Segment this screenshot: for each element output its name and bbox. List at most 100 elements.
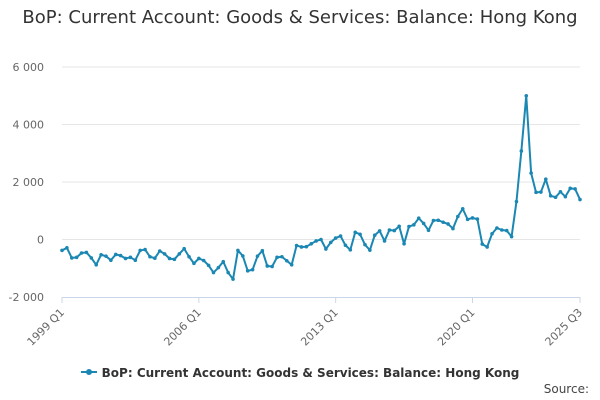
- data-point: [519, 149, 524, 153]
- x-tick-label: 2013 Q1: [298, 306, 341, 349]
- data-point: [206, 263, 211, 268]
- data-point: [460, 206, 465, 211]
- data-point: [539, 190, 543, 194]
- data-point: [89, 256, 94, 260]
- y-axis-labels: -2 000 0 2 000 4 000 6 000: [9, 61, 44, 304]
- data-point: [289, 263, 294, 267]
- data-point: [402, 242, 406, 246]
- data-point: [197, 256, 201, 261]
- data-point: [431, 218, 436, 223]
- y-tick-label: 0: [37, 234, 44, 247]
- y-tick-label: 2 000: [13, 176, 45, 189]
- x-axis-labels: 1999 Q1 2006 Q1 2013 Q1 2020 Q1 2025 Q3: [25, 306, 586, 349]
- data-point: [514, 199, 519, 204]
- data-point: [245, 269, 250, 273]
- data-point: [187, 254, 191, 259]
- data-point: [353, 230, 358, 235]
- data-point: [250, 267, 255, 272]
- data-point: [84, 250, 89, 255]
- legend-line-icon: [80, 368, 97, 375]
- data-point: [211, 270, 216, 275]
- data-point: [162, 252, 167, 256]
- data-point: [338, 234, 343, 238]
- data-point: [167, 256, 172, 261]
- data-point: [470, 216, 475, 220]
- data-point: [74, 255, 79, 260]
- data-point: [299, 245, 304, 249]
- x-tick-label: 1999 Q1: [25, 306, 68, 349]
- data-point: [485, 245, 489, 249]
- data-point: [275, 255, 279, 260]
- gridlines: [62, 66, 580, 240]
- data-point: [309, 242, 314, 246]
- data-point: [280, 254, 284, 259]
- data-point: [319, 237, 323, 242]
- y-tick-label: 6 000: [13, 61, 45, 74]
- x-tick-label: 2025 Q3: [543, 306, 586, 349]
- data-point: [177, 252, 182, 256]
- data-point: [358, 232, 362, 237]
- chart-title: BoP: Current Account: Goods & Services: …: [22, 7, 578, 28]
- data-point: [284, 258, 289, 263]
- data-point: [573, 187, 577, 191]
- data-point: [382, 239, 387, 243]
- data-point: [416, 216, 421, 221]
- data-point: [231, 277, 235, 281]
- data-point: [480, 242, 485, 246]
- data-point: [529, 171, 533, 175]
- x-tick-label: 2006 Q1: [161, 306, 204, 349]
- data-point: [104, 254, 108, 258]
- data-point: [465, 217, 470, 222]
- data-point: [133, 258, 138, 263]
- data-point: [65, 246, 69, 250]
- data-point: [226, 270, 230, 275]
- data-point: [568, 186, 573, 191]
- data-point: [192, 261, 196, 266]
- data-point: [377, 229, 382, 233]
- data-point: [397, 224, 401, 229]
- data-point: [495, 226, 499, 230]
- data-point: [421, 221, 426, 226]
- data-point: [138, 248, 142, 253]
- data-point: [69, 256, 74, 260]
- data-point: [328, 240, 333, 245]
- data-point: [79, 251, 84, 255]
- data-point: [553, 195, 558, 200]
- data-point: [270, 264, 274, 269]
- data-point: [504, 228, 509, 233]
- data-point: [94, 263, 99, 267]
- data-point: [216, 265, 221, 270]
- data-point: [441, 220, 445, 225]
- data-point: [265, 264, 270, 268]
- data-point: [172, 257, 177, 262]
- data-point: [153, 256, 157, 260]
- data-point: [392, 228, 397, 233]
- data-point: [436, 218, 441, 223]
- data-point: [201, 258, 206, 263]
- data-point: [182, 246, 186, 251]
- data-point: [558, 189, 563, 194]
- data-point: [500, 228, 504, 232]
- data-point: [255, 254, 260, 258]
- data-point: [109, 258, 113, 263]
- data-point: [294, 243, 299, 248]
- data-point: [548, 194, 553, 198]
- data-point: [451, 226, 455, 231]
- data-point: [113, 252, 118, 257]
- data-point: [372, 233, 377, 237]
- data-point: [456, 214, 460, 219]
- data-point: [236, 248, 240, 253]
- data-point: [128, 255, 133, 260]
- data-point: [324, 247, 328, 251]
- data-point: [314, 239, 318, 243]
- source-credit[interactable]: Source:: [543, 382, 589, 396]
- series-layer: [60, 93, 582, 281]
- data-point: [221, 259, 226, 264]
- x-tick-label: 2020 Q1: [435, 306, 478, 349]
- data-point: [524, 93, 529, 98]
- y-tick-label: 4 000: [13, 119, 45, 132]
- legend[interactable]: BoP: Current Account: Goods & Services: …: [0, 366, 600, 380]
- data-point: [333, 236, 338, 240]
- y-tick-label: -2 000: [9, 291, 44, 304]
